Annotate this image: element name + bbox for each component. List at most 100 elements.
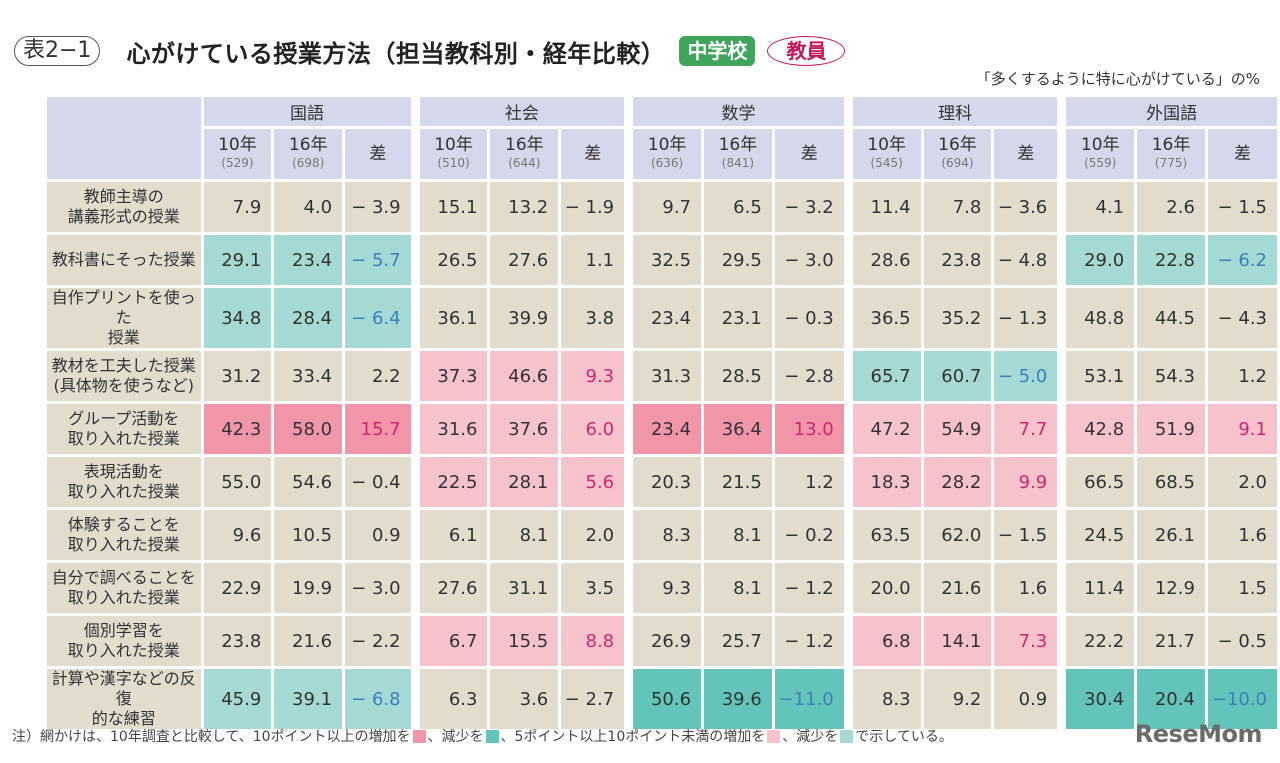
value-diff: − 1.9 (561, 182, 625, 232)
value-diff: 7.3 (994, 616, 1058, 666)
value-diff: 1.5 (1207, 563, 1277, 613)
value-diff: −11.0 (774, 669, 844, 729)
value-diff: − 0.4 (345, 457, 411, 507)
footnote-text: 注）網かけは、10年調査と比較して、10ポイント以上の増加を (12, 729, 411, 745)
value-16: 54.6 (274, 457, 343, 507)
value-16: 28.5 (704, 351, 772, 401)
value-10: 22.2 (1066, 616, 1135, 666)
value-10: 36.1 (419, 288, 488, 348)
corner-cell (47, 97, 201, 179)
value-16: 54.9 (923, 404, 992, 454)
value-diff: − 4.8 (994, 235, 1058, 285)
value-10: 23.8 (203, 616, 272, 666)
value-10: 9.6 (203, 510, 272, 560)
diff-header: 差 (561, 129, 625, 179)
row-label: 個別学習を 取り入れた授業 (47, 616, 201, 666)
table-row: 計算や漢字などの反復 的な練習 45.9 39.1− 6.8 6.3 3.6− 2.7 50… (47, 669, 1277, 729)
year-16-header: 16年 (698) (274, 129, 343, 179)
value-16: 8.1 (704, 563, 772, 613)
year-10-header: 10年 (510) (419, 129, 488, 179)
value-16: 44.5 (1137, 288, 1205, 348)
diff-header: 差 (774, 129, 844, 179)
value-10: 47.2 (852, 404, 921, 454)
value-diff: − 3.0 (345, 563, 411, 613)
subject-header: 外国語 (1066, 97, 1277, 126)
value-diff: 2.0 (1207, 457, 1277, 507)
row-label: 体験することを 取り入れた授業 (47, 510, 201, 560)
value-16: 21.6 (923, 563, 992, 613)
year-10-header: 10年 (636) (633, 129, 702, 179)
value-16: 46.6 (490, 351, 559, 401)
title-row: 表2−1 心がけている授業方法（担当教科別・経年比較） 中学校 教員 (14, 34, 846, 68)
value-16: 37.6 (490, 404, 559, 454)
value-16: 62.0 (923, 510, 992, 560)
legend-swatch-pink-light (767, 729, 781, 743)
value-10: 18.3 (852, 457, 921, 507)
value-diff: − 3.6 (994, 182, 1058, 232)
value-16: 29.5 (704, 235, 772, 285)
table-row: 教師主導の 講義形式の授業 7.9 4.0− 3.9 15.1 13.2− 1.9 9.7 6… (47, 182, 1277, 232)
value-16: 23.8 (923, 235, 992, 285)
row-label: 自作プリントを使った 授業 (47, 288, 201, 348)
value-diff: 3.5 (561, 563, 625, 613)
value-16: 12.9 (1137, 563, 1205, 613)
row-label: 教科書にそった授業 (47, 235, 201, 285)
value-diff: − 5.7 (345, 235, 411, 285)
value-10: 29.0 (1066, 235, 1135, 285)
value-10: 65.7 (852, 351, 921, 401)
row-label: グループ活動を 取り入れた授業 (47, 404, 201, 454)
value-diff: 3.8 (561, 288, 625, 348)
unit-note: 「多くするように特に心がけている」の% (975, 70, 1260, 88)
value-diff: 2.2 (345, 351, 411, 401)
value-10: 31.3 (633, 351, 702, 401)
value-diff: 7.7 (994, 404, 1058, 454)
value-10: 26.5 (419, 235, 488, 285)
value-diff: 1.6 (1207, 510, 1277, 560)
value-diff: − 2.8 (774, 351, 844, 401)
value-diff: 2.0 (561, 510, 625, 560)
value-10: 6.7 (419, 616, 488, 666)
year-16-header: 16年 (841) (704, 129, 772, 179)
value-16: 6.5 (704, 182, 772, 232)
value-10: 53.1 (1066, 351, 1135, 401)
value-10: 42.8 (1066, 404, 1135, 454)
value-16: 54.3 (1137, 351, 1205, 401)
value-10: 9.3 (633, 563, 702, 613)
value-16: 39.9 (490, 288, 559, 348)
value-16: 51.9 (1137, 404, 1205, 454)
value-16: 21.6 (274, 616, 343, 666)
value-diff: −10.0 (1207, 669, 1277, 729)
value-16: 23.4 (274, 235, 343, 285)
value-16: 7.8 (923, 182, 992, 232)
value-10: 20.3 (633, 457, 702, 507)
year-16-header: 16年 (644) (490, 129, 559, 179)
value-16: 22.8 (1137, 235, 1205, 285)
value-16: 3.6 (490, 669, 559, 729)
value-16: 39.6 (704, 669, 772, 729)
value-diff: 9.9 (994, 457, 1058, 507)
value-16: 13.2 (490, 182, 559, 232)
value-diff: − 3.2 (774, 182, 844, 232)
value-diff: − 1.5 (994, 510, 1058, 560)
value-diff: 5.6 (561, 457, 625, 507)
data-table: 国語 社会 数学 理科 外国語 10年 (529) 16年 (698) 差 10年 (510) 16年(… (44, 94, 1280, 732)
value-diff: 0.9 (345, 510, 411, 560)
value-diff: 6.0 (561, 404, 625, 454)
value-16: 2.6 (1137, 182, 1205, 232)
value-16: 28.1 (490, 457, 559, 507)
value-10: 8.3 (852, 669, 921, 729)
value-10: 22.9 (203, 563, 272, 613)
subject-header: 社会 (419, 97, 625, 126)
value-10: 7.9 (203, 182, 272, 232)
subject-header: 国語 (203, 97, 411, 126)
value-16: 20.4 (1137, 669, 1205, 729)
value-10: 4.1 (1066, 182, 1135, 232)
value-16: 8.1 (704, 510, 772, 560)
value-16: 19.9 (274, 563, 343, 613)
row-label: 教師主導の 講義形式の授業 (47, 182, 201, 232)
value-diff: − 0.3 (774, 288, 844, 348)
value-diff: − 6.2 (1207, 235, 1277, 285)
value-10: 6.3 (419, 669, 488, 729)
value-diff: − 5.0 (994, 351, 1058, 401)
value-16: 15.5 (490, 616, 559, 666)
